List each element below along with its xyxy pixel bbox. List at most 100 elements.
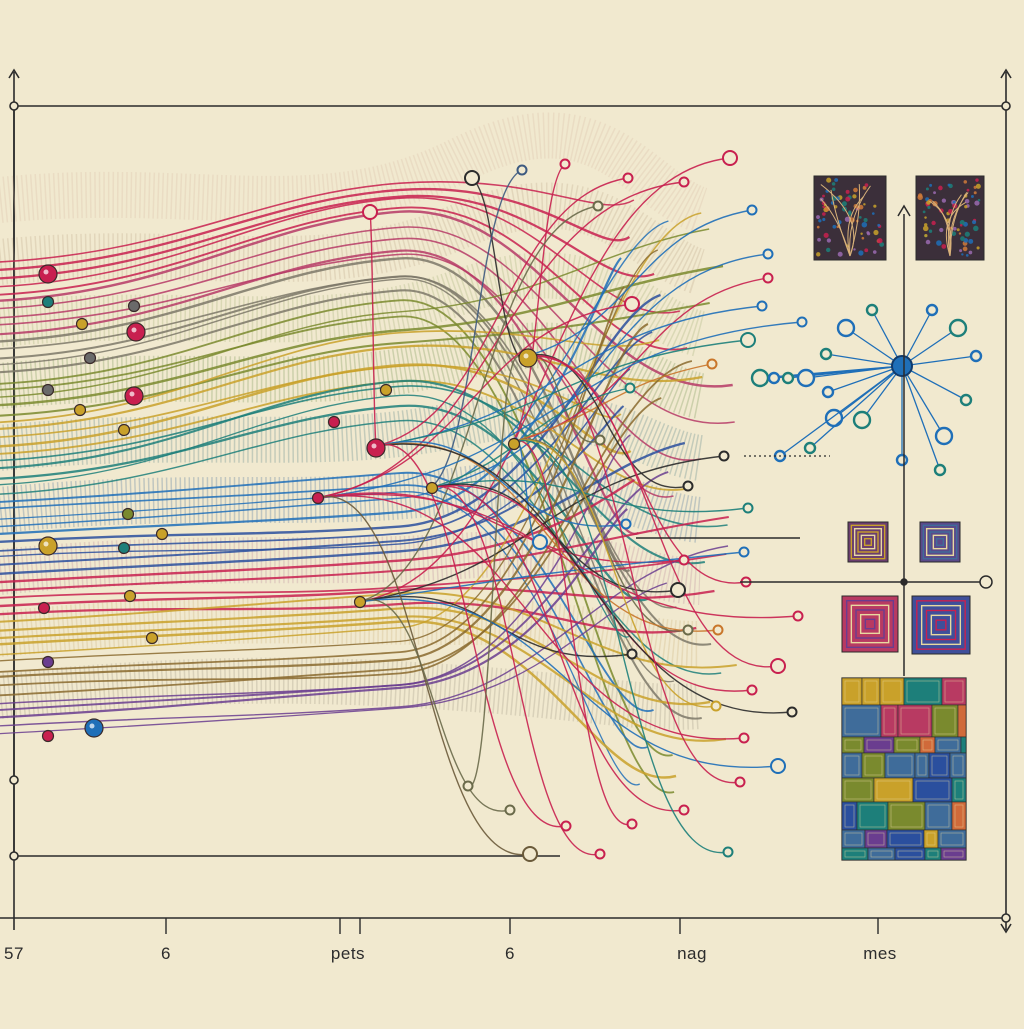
endpoint-node xyxy=(362,204,378,220)
endpoint-node xyxy=(504,804,516,816)
endpoint-node xyxy=(738,732,750,744)
branch-line xyxy=(369,211,377,447)
texture-band xyxy=(0,392,704,481)
branch-line xyxy=(375,177,629,447)
flow-strand xyxy=(0,331,653,552)
tree-texture-icon xyxy=(813,175,887,261)
branch-line xyxy=(315,492,685,564)
endpoint-node xyxy=(718,450,730,462)
endpoint-node xyxy=(706,358,718,370)
endpoint-node xyxy=(746,204,758,216)
branch-line xyxy=(511,439,729,853)
endpoint-node xyxy=(464,170,480,186)
flow-strand xyxy=(0,315,675,794)
flow-strand xyxy=(0,419,722,675)
right-connectors xyxy=(636,204,993,676)
square-spiral-icon xyxy=(847,521,889,563)
hub-node xyxy=(803,441,817,455)
branch-line xyxy=(429,169,523,489)
endpoint-node xyxy=(532,534,548,550)
branch-line xyxy=(511,439,717,708)
flow-strand xyxy=(0,299,673,757)
branch-line xyxy=(511,439,633,825)
branch-line xyxy=(375,339,749,447)
junction-node xyxy=(37,601,51,615)
endpoint-node xyxy=(678,176,690,188)
branch-line xyxy=(429,253,769,489)
flow-strand xyxy=(0,210,733,388)
hub-spoke xyxy=(809,365,903,449)
axis-label-5: nag xyxy=(677,944,707,963)
endpoint-node xyxy=(796,316,808,328)
flow-strand xyxy=(0,441,686,575)
hub-spoke xyxy=(805,365,903,379)
hub-node xyxy=(796,368,816,388)
junction-node xyxy=(41,729,55,743)
endpoint-node xyxy=(770,758,786,774)
junction-node xyxy=(73,403,87,417)
hub-spoke xyxy=(901,355,977,367)
branch-line xyxy=(429,479,749,513)
endpoint-node xyxy=(738,546,750,558)
hub-node xyxy=(933,463,947,477)
flow-strand xyxy=(0,515,729,592)
hub-spoke xyxy=(901,327,959,367)
flow-strand xyxy=(0,615,727,742)
flow-strand xyxy=(0,293,661,544)
hub-node xyxy=(895,453,909,467)
endpoint-node xyxy=(462,780,474,792)
up-arrow-icon xyxy=(897,204,911,217)
endpoint-node xyxy=(516,164,528,176)
junction-node xyxy=(123,589,137,603)
branch-line xyxy=(471,177,521,359)
endpoint-node xyxy=(762,272,774,284)
endpoint-node xyxy=(522,846,538,862)
junction-node xyxy=(124,386,144,406)
branch-line xyxy=(357,551,745,603)
flow-strands xyxy=(0,181,737,794)
endpoint-node xyxy=(722,150,738,166)
flow-strand xyxy=(0,385,728,528)
branch-line xyxy=(357,157,731,603)
hub-node xyxy=(852,410,872,430)
endpoint-node xyxy=(559,158,571,170)
hub-spoke xyxy=(901,365,941,471)
endpoint-node xyxy=(624,296,640,312)
endpoint-node xyxy=(786,706,798,718)
hub-node xyxy=(819,347,833,361)
star-network-icon xyxy=(744,303,983,477)
endpoint-node xyxy=(746,684,758,696)
endpoint-node xyxy=(722,846,734,858)
endpoint-node xyxy=(712,624,724,636)
endpoint-node xyxy=(560,820,572,832)
endpoint-node xyxy=(620,518,632,530)
endpoint-node xyxy=(792,610,804,622)
junction-node xyxy=(38,264,58,284)
endpoint-node xyxy=(742,502,754,514)
endpoint-node xyxy=(756,300,768,312)
flow-strand xyxy=(0,360,693,687)
flow-strand xyxy=(0,289,702,720)
endpoint-node xyxy=(594,434,606,446)
junction-node xyxy=(117,541,131,555)
junction-node xyxy=(518,348,538,368)
flow-strand xyxy=(0,286,625,673)
hub-node xyxy=(948,318,968,338)
square-spiral-icon xyxy=(841,595,899,653)
branch-line xyxy=(375,443,567,828)
junction-node xyxy=(327,415,341,429)
junction-node xyxy=(145,631,159,645)
branch-line xyxy=(519,355,779,668)
hub-node xyxy=(865,303,879,317)
hub-node xyxy=(781,371,795,385)
junction-node xyxy=(353,595,367,609)
flow-strand xyxy=(0,249,659,662)
branch-line xyxy=(375,305,763,447)
endpoint-node xyxy=(622,172,634,184)
flow-strand xyxy=(0,601,697,634)
flow-strand xyxy=(0,275,712,646)
junction-node xyxy=(117,423,131,437)
flow-strand xyxy=(0,582,667,735)
junction-node xyxy=(83,351,97,365)
junction-node xyxy=(41,655,55,669)
